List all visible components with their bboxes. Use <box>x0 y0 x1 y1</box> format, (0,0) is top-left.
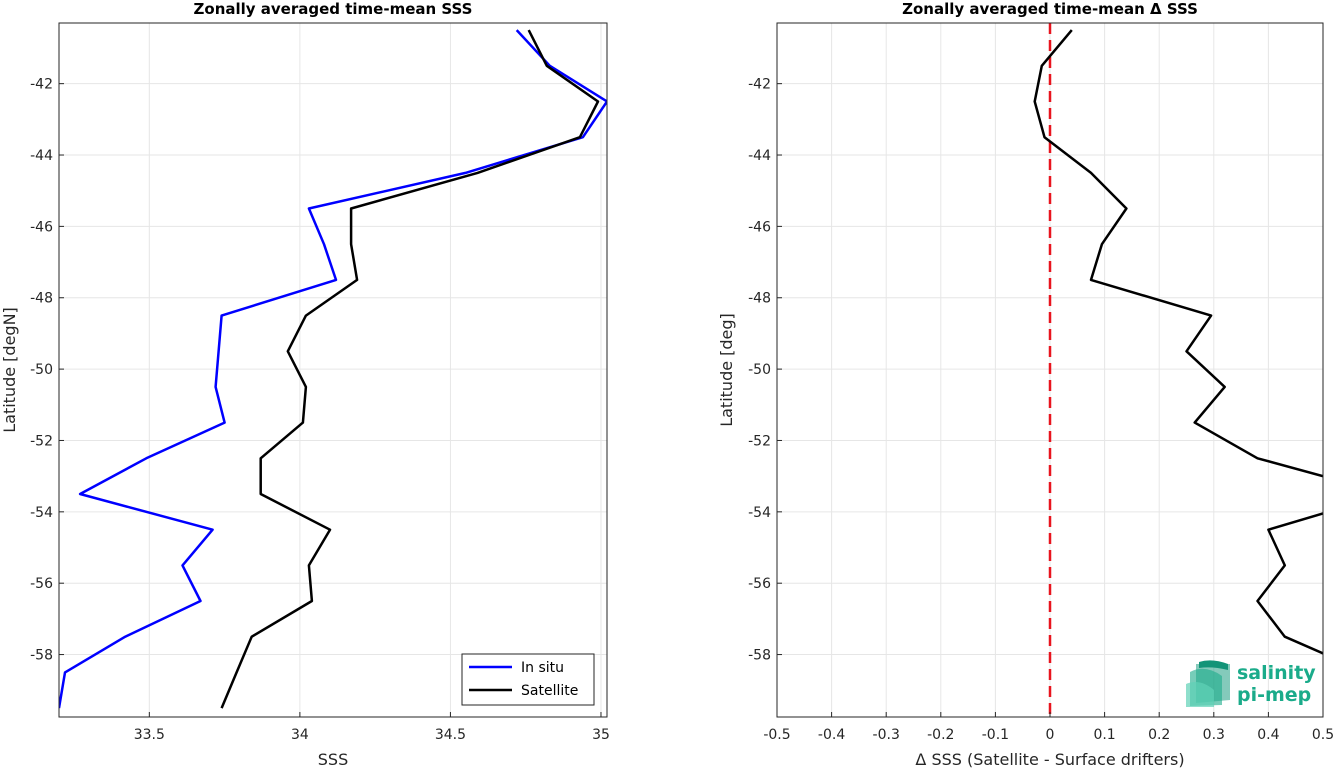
right-y-tick-label: -54 <box>748 505 771 521</box>
right-x-tick-label: 0 <box>1046 727 1055 743</box>
left-y-axis-label: Latitude [degN] <box>0 307 19 433</box>
right-series-group <box>1033 23 1323 717</box>
right-x-tick-label: 0.3 <box>1203 727 1225 743</box>
right-x-tick-label: -0.4 <box>818 727 845 743</box>
salinity-pi-mep-logo: salinity pi-mep <box>1186 660 1316 707</box>
left-x-tick-label: 35 <box>592 727 610 743</box>
right-y-axis-label: Latitude [deg] <box>717 313 736 427</box>
right-x-axis-label: Δ SSS (Satellite - Surface drifters) <box>915 750 1184 769</box>
legend-box <box>461 653 595 706</box>
left-x-axis-label: SSS <box>318 750 348 769</box>
right-y-tick-label: -48 <box>748 291 771 307</box>
left-y-tick-label: -42 <box>30 77 53 93</box>
left-plot-area <box>59 23 607 717</box>
right-panel: -0.5 -0.4 -0.3 -0.2 -0.1 0 0.1 0.2 0.3 0.4 0.5 -42 -… <box>717 0 1334 769</box>
left-x-tick-label: 34 <box>291 727 309 743</box>
right-y-tick-label: -58 <box>748 648 771 664</box>
left-y-tick-label: -52 <box>30 433 53 449</box>
left-y-tick-label: -46 <box>30 219 53 235</box>
right-y-tick-label: -46 <box>748 219 771 235</box>
right-ticks: -0.5 -0.4 -0.3 -0.2 -0.1 0 0.1 0.2 0.3 0.4 0.5 -42 -… <box>748 77 1334 743</box>
left-x-tick-label: 33.5 <box>134 727 165 743</box>
right-x-tick-label: 0.4 <box>1257 727 1279 743</box>
right-x-tick-label: 0.1 <box>1093 727 1115 743</box>
legend-label-satellite: Satellite <box>521 683 578 699</box>
right-y-tick-label: -52 <box>748 433 771 449</box>
left-y-tick-label: -44 <box>30 148 53 164</box>
legend: In situ Satellite <box>461 653 595 706</box>
logo-text-salinity: salinity <box>1237 662 1316 684</box>
series-line-satellite <box>220 29 600 709</box>
legend-label-in-situ: In situ <box>521 660 564 676</box>
left-y-tick-label: -48 <box>30 291 53 307</box>
logo-text-pi-mep: pi-mep <box>1237 684 1311 706</box>
left-y-tick-label: -50 <box>30 362 53 378</box>
left-series-group <box>59 29 607 709</box>
right-x-tick-label: 0.2 <box>1148 727 1170 743</box>
right-x-tick-label: -0.1 <box>982 727 1009 743</box>
left-y-tick-label: -58 <box>30 648 53 664</box>
left-ticks: 33.5 34 34.5 35 -42 -44 -46 -48 -50 -52 -54 -56 -58 <box>30 77 610 743</box>
right-y-tick-label: -50 <box>748 362 771 378</box>
left-axes-box <box>58 22 608 718</box>
series-line-delta-sss <box>1033 29 1323 655</box>
right-x-tick-label: 0.5 <box>1312 727 1334 743</box>
left-chart-title: Zonally averaged time-mean SSS <box>194 0 473 18</box>
left-y-tick-label: -54 <box>30 505 53 521</box>
right-chart-title: Zonally averaged time-mean Δ SSS <box>902 0 1198 18</box>
left-x-tick-label: 34.5 <box>435 727 466 743</box>
right-x-tick-label: -0.3 <box>873 727 900 743</box>
left-y-tick-label: -56 <box>30 576 53 592</box>
right-x-tick-label: -0.5 <box>763 727 790 743</box>
logo-wave-icon <box>1186 660 1230 707</box>
right-y-tick-label: -56 <box>748 576 771 592</box>
right-y-tick-label: -44 <box>748 148 771 164</box>
left-panel: 33.5 34 34.5 35-42-44-46-48-50-52-54-56-58 … <box>0 0 610 769</box>
right-y-tick-label: -42 <box>748 77 771 93</box>
right-x-tick-label: -0.2 <box>927 727 954 743</box>
